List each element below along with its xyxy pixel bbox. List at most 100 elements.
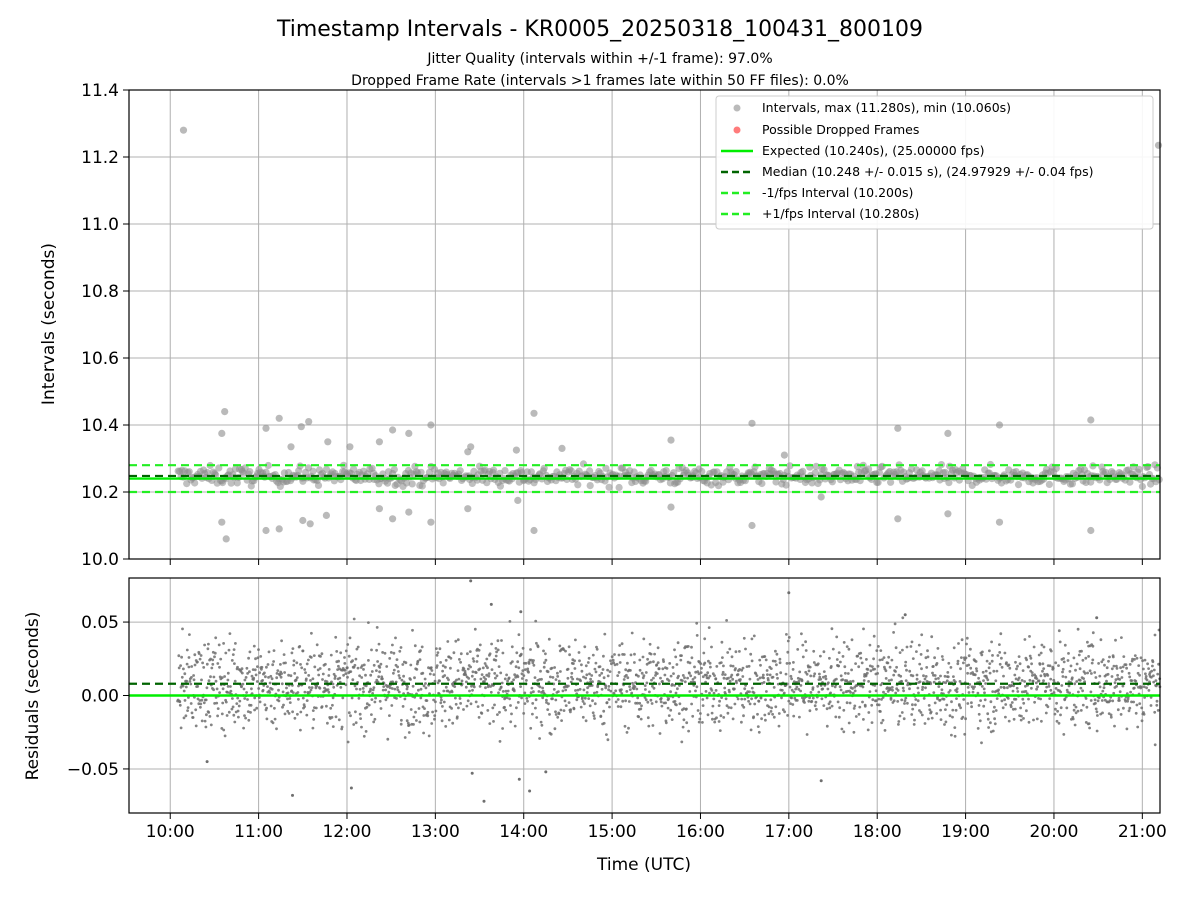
- residual-point: [517, 666, 521, 670]
- residual-point: [374, 696, 377, 700]
- residual-point: [1150, 669, 1154, 673]
- residual-point: [612, 661, 615, 665]
- residual-point: [659, 676, 662, 680]
- residual-point: [1072, 708, 1076, 712]
- residual-point: [430, 669, 434, 672]
- residual-point: [396, 688, 400, 692]
- residual-point: [603, 632, 607, 636]
- interval-outlier-point: [262, 526, 270, 535]
- residual-point: [353, 684, 357, 688]
- residual-point: [442, 689, 446, 693]
- residual-point: [206, 647, 210, 651]
- residual-point: [333, 677, 337, 680]
- residual-point: [215, 701, 219, 705]
- residual-point: [514, 665, 518, 669]
- residual-point: [355, 647, 359, 651]
- residual-point: [867, 680, 870, 683]
- residual-point: [707, 659, 710, 663]
- residual-point: [776, 682, 780, 686]
- residual-point: [503, 677, 507, 681]
- residual-point: [1118, 690, 1122, 694]
- residual-point: [390, 704, 394, 707]
- residual-point: [531, 712, 534, 716]
- residual-point: [595, 647, 599, 651]
- residual-point: [1054, 707, 1057, 711]
- residual-point: [233, 662, 236, 665]
- residual-point: [279, 663, 282, 666]
- residual-point: [411, 684, 415, 688]
- residual-point: [499, 671, 503, 675]
- residual-point: [649, 660, 652, 664]
- interval-outlier-point: [894, 515, 902, 523]
- residual-point: [625, 731, 629, 734]
- legend-label-expected: Expected (10.240s), (25.00000 fps): [762, 143, 984, 158]
- residual-point: [1009, 705, 1013, 709]
- legend-box: [715, 95, 1154, 230]
- residual-point: [713, 674, 716, 677]
- residual-point: [561, 689, 565, 693]
- residual-point: [526, 667, 530, 671]
- residual-point: [598, 674, 602, 677]
- residual-point: [790, 688, 794, 692]
- residual-point: [703, 637, 707, 641]
- residual-point: [743, 687, 747, 691]
- residual-point: [1133, 658, 1136, 661]
- residual-point: [1110, 675, 1114, 678]
- residual-point: [848, 701, 852, 705]
- residual-point: [504, 689, 508, 693]
- residual-point: [686, 645, 690, 648]
- residual-point: [828, 656, 831, 660]
- residual-point: [599, 714, 603, 718]
- residual-point: [311, 709, 315, 712]
- residual-point: [762, 681, 766, 684]
- residual-point: [320, 652, 324, 656]
- residual-point: [767, 712, 771, 716]
- residual-point: [447, 718, 451, 722]
- residual-point: [1114, 678, 1118, 682]
- residual-point: [991, 690, 995, 693]
- residual-point: [792, 714, 796, 718]
- residual-point: [648, 642, 652, 646]
- residual-point: [651, 684, 654, 688]
- residual-point: [620, 642, 624, 646]
- residual-point: [999, 685, 1003, 689]
- residual-point: [369, 687, 372, 691]
- residual-point: [791, 703, 795, 706]
- residual-point: [735, 681, 738, 685]
- interval-outlier-point: [305, 418, 313, 426]
- residual-point: [882, 656, 886, 659]
- residual-point: [706, 713, 710, 717]
- residual-point: [1037, 679, 1041, 683]
- residual-point: [1138, 702, 1142, 705]
- residual-point: [652, 660, 655, 664]
- residual-point: [955, 690, 959, 694]
- residual-point: [875, 649, 879, 652]
- residual-point: [703, 661, 707, 665]
- residual-point: [303, 705, 306, 708]
- residual-point: [838, 685, 842, 689]
- residual-point: [275, 672, 279, 675]
- residual-point: [1075, 680, 1079, 683]
- residual-point: [1091, 644, 1095, 648]
- residual-point: [309, 656, 313, 659]
- residual-point: [712, 697, 716, 701]
- residual-point: [831, 684, 834, 688]
- residual-point: [837, 651, 841, 654]
- residual-point: [204, 725, 208, 729]
- residual-point: [947, 661, 951, 665]
- residual-point: [923, 722, 927, 725]
- residual-point: [545, 698, 548, 702]
- residual-point: [961, 715, 965, 719]
- residual-point: [516, 675, 520, 679]
- residual-point: [772, 715, 776, 719]
- residual-outlier-point: [903, 613, 907, 617]
- intervals-x-ticks: [169, 559, 1143, 565]
- residual-point: [657, 667, 661, 671]
- residual-point: [1030, 686, 1033, 690]
- residual-point: [383, 651, 387, 655]
- residual-point: [317, 673, 321, 677]
- residual-point: [1017, 655, 1021, 658]
- residual-point: [1152, 680, 1156, 684]
- residual-point: [564, 704, 568, 707]
- residual-point: [207, 711, 211, 714]
